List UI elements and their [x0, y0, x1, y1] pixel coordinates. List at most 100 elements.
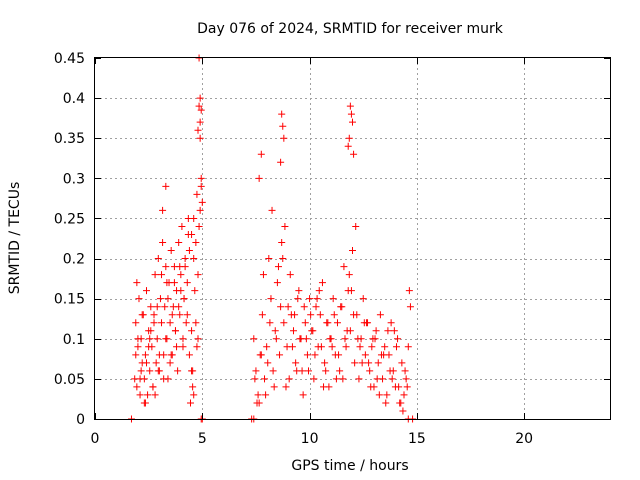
data-point — [406, 303, 414, 311]
data-point — [196, 134, 204, 142]
data-point — [189, 383, 197, 391]
data-point — [183, 279, 191, 287]
data-point — [279, 255, 287, 263]
data-point — [193, 343, 201, 351]
data-point — [259, 271, 267, 279]
data-point — [361, 351, 369, 359]
data-point — [285, 375, 293, 383]
y-tick-label: 0.15 — [54, 292, 85, 308]
data-point — [326, 335, 334, 343]
data-point — [399, 407, 407, 415]
data-point — [332, 375, 340, 383]
data-point — [149, 383, 157, 391]
data-point — [166, 359, 174, 367]
data-point — [183, 311, 191, 319]
data-point — [373, 375, 381, 383]
data-point — [349, 118, 356, 126]
data-point — [134, 343, 142, 351]
data-point — [311, 351, 319, 359]
y-axis: 0 0.05 0.1 0.15 0.2 0.25 0.3 0.35 0.4 0.45 — [54, 51, 610, 428]
data-point — [289, 327, 297, 335]
data-point — [151, 391, 159, 399]
data-point — [365, 359, 373, 367]
data-point — [358, 359, 366, 367]
data-point — [257, 351, 265, 359]
data-point — [282, 383, 290, 391]
data-point — [342, 343, 350, 351]
grid-lines — [95, 58, 610, 419]
data-point — [136, 391, 144, 399]
data-point — [384, 327, 392, 335]
x-axis: 0 5 10 15 20 — [91, 58, 533, 447]
data-point — [153, 335, 161, 343]
data-point — [315, 287, 323, 295]
data-point — [390, 327, 398, 335]
data-point — [377, 351, 385, 359]
data-point — [195, 222, 203, 230]
data-point — [398, 359, 406, 367]
data-point — [194, 335, 202, 343]
data-point — [132, 351, 140, 359]
data-point — [143, 359, 150, 367]
data-point — [339, 375, 347, 383]
data-point — [337, 303, 345, 311]
data-point — [386, 367, 394, 375]
data-point — [344, 142, 352, 150]
data-point — [296, 335, 304, 343]
data-point — [161, 303, 169, 311]
data-point — [336, 367, 344, 375]
data-point — [173, 343, 181, 351]
data-point — [197, 106, 205, 114]
data-point — [194, 126, 202, 134]
chart-title: Day 076 of 2024, SRMTID for receiver mur… — [197, 21, 504, 37]
data-point — [300, 303, 308, 311]
data-point — [301, 319, 309, 327]
data-point — [299, 391, 307, 399]
x-tick-label: 5 — [198, 431, 207, 447]
data-point — [143, 287, 150, 295]
data-point — [156, 295, 164, 303]
data-point — [162, 182, 170, 190]
data-point — [266, 319, 274, 327]
data-point — [352, 222, 360, 230]
data-point — [150, 311, 158, 319]
data-point — [383, 391, 391, 399]
data-point — [160, 375, 168, 383]
data-point — [286, 271, 294, 279]
data-point — [272, 335, 280, 343]
y-tick-label: 0.3 — [63, 171, 85, 187]
data-point — [176, 263, 184, 271]
data-point — [132, 319, 140, 327]
data-point — [347, 287, 355, 295]
data-point — [404, 343, 412, 351]
data-point — [158, 271, 166, 279]
data-point — [155, 351, 163, 359]
data-point — [374, 359, 382, 367]
data-point — [255, 174, 263, 182]
data-point — [405, 287, 413, 295]
data-point — [367, 383, 375, 391]
y-tick-label: 0.35 — [54, 131, 85, 147]
data-point — [257, 150, 265, 158]
x-tick-label: 10 — [301, 431, 319, 447]
data-point — [188, 230, 196, 238]
y-tick-label: 0 — [76, 412, 85, 428]
data-point — [162, 263, 170, 271]
data-point — [307, 311, 315, 319]
data-point — [198, 198, 206, 206]
data-point — [376, 311, 384, 319]
data-point — [354, 335, 362, 343]
data-point — [403, 383, 411, 391]
data-point — [303, 351, 311, 359]
data-point — [135, 295, 143, 303]
data-point — [294, 295, 302, 303]
data-point — [250, 335, 258, 343]
data-point — [372, 327, 380, 335]
data-point — [147, 303, 155, 311]
data-point — [196, 94, 204, 102]
data-point — [254, 391, 262, 399]
y-tick-label: 0.05 — [54, 372, 85, 388]
data-point — [324, 319, 332, 327]
data-point — [310, 375, 318, 383]
